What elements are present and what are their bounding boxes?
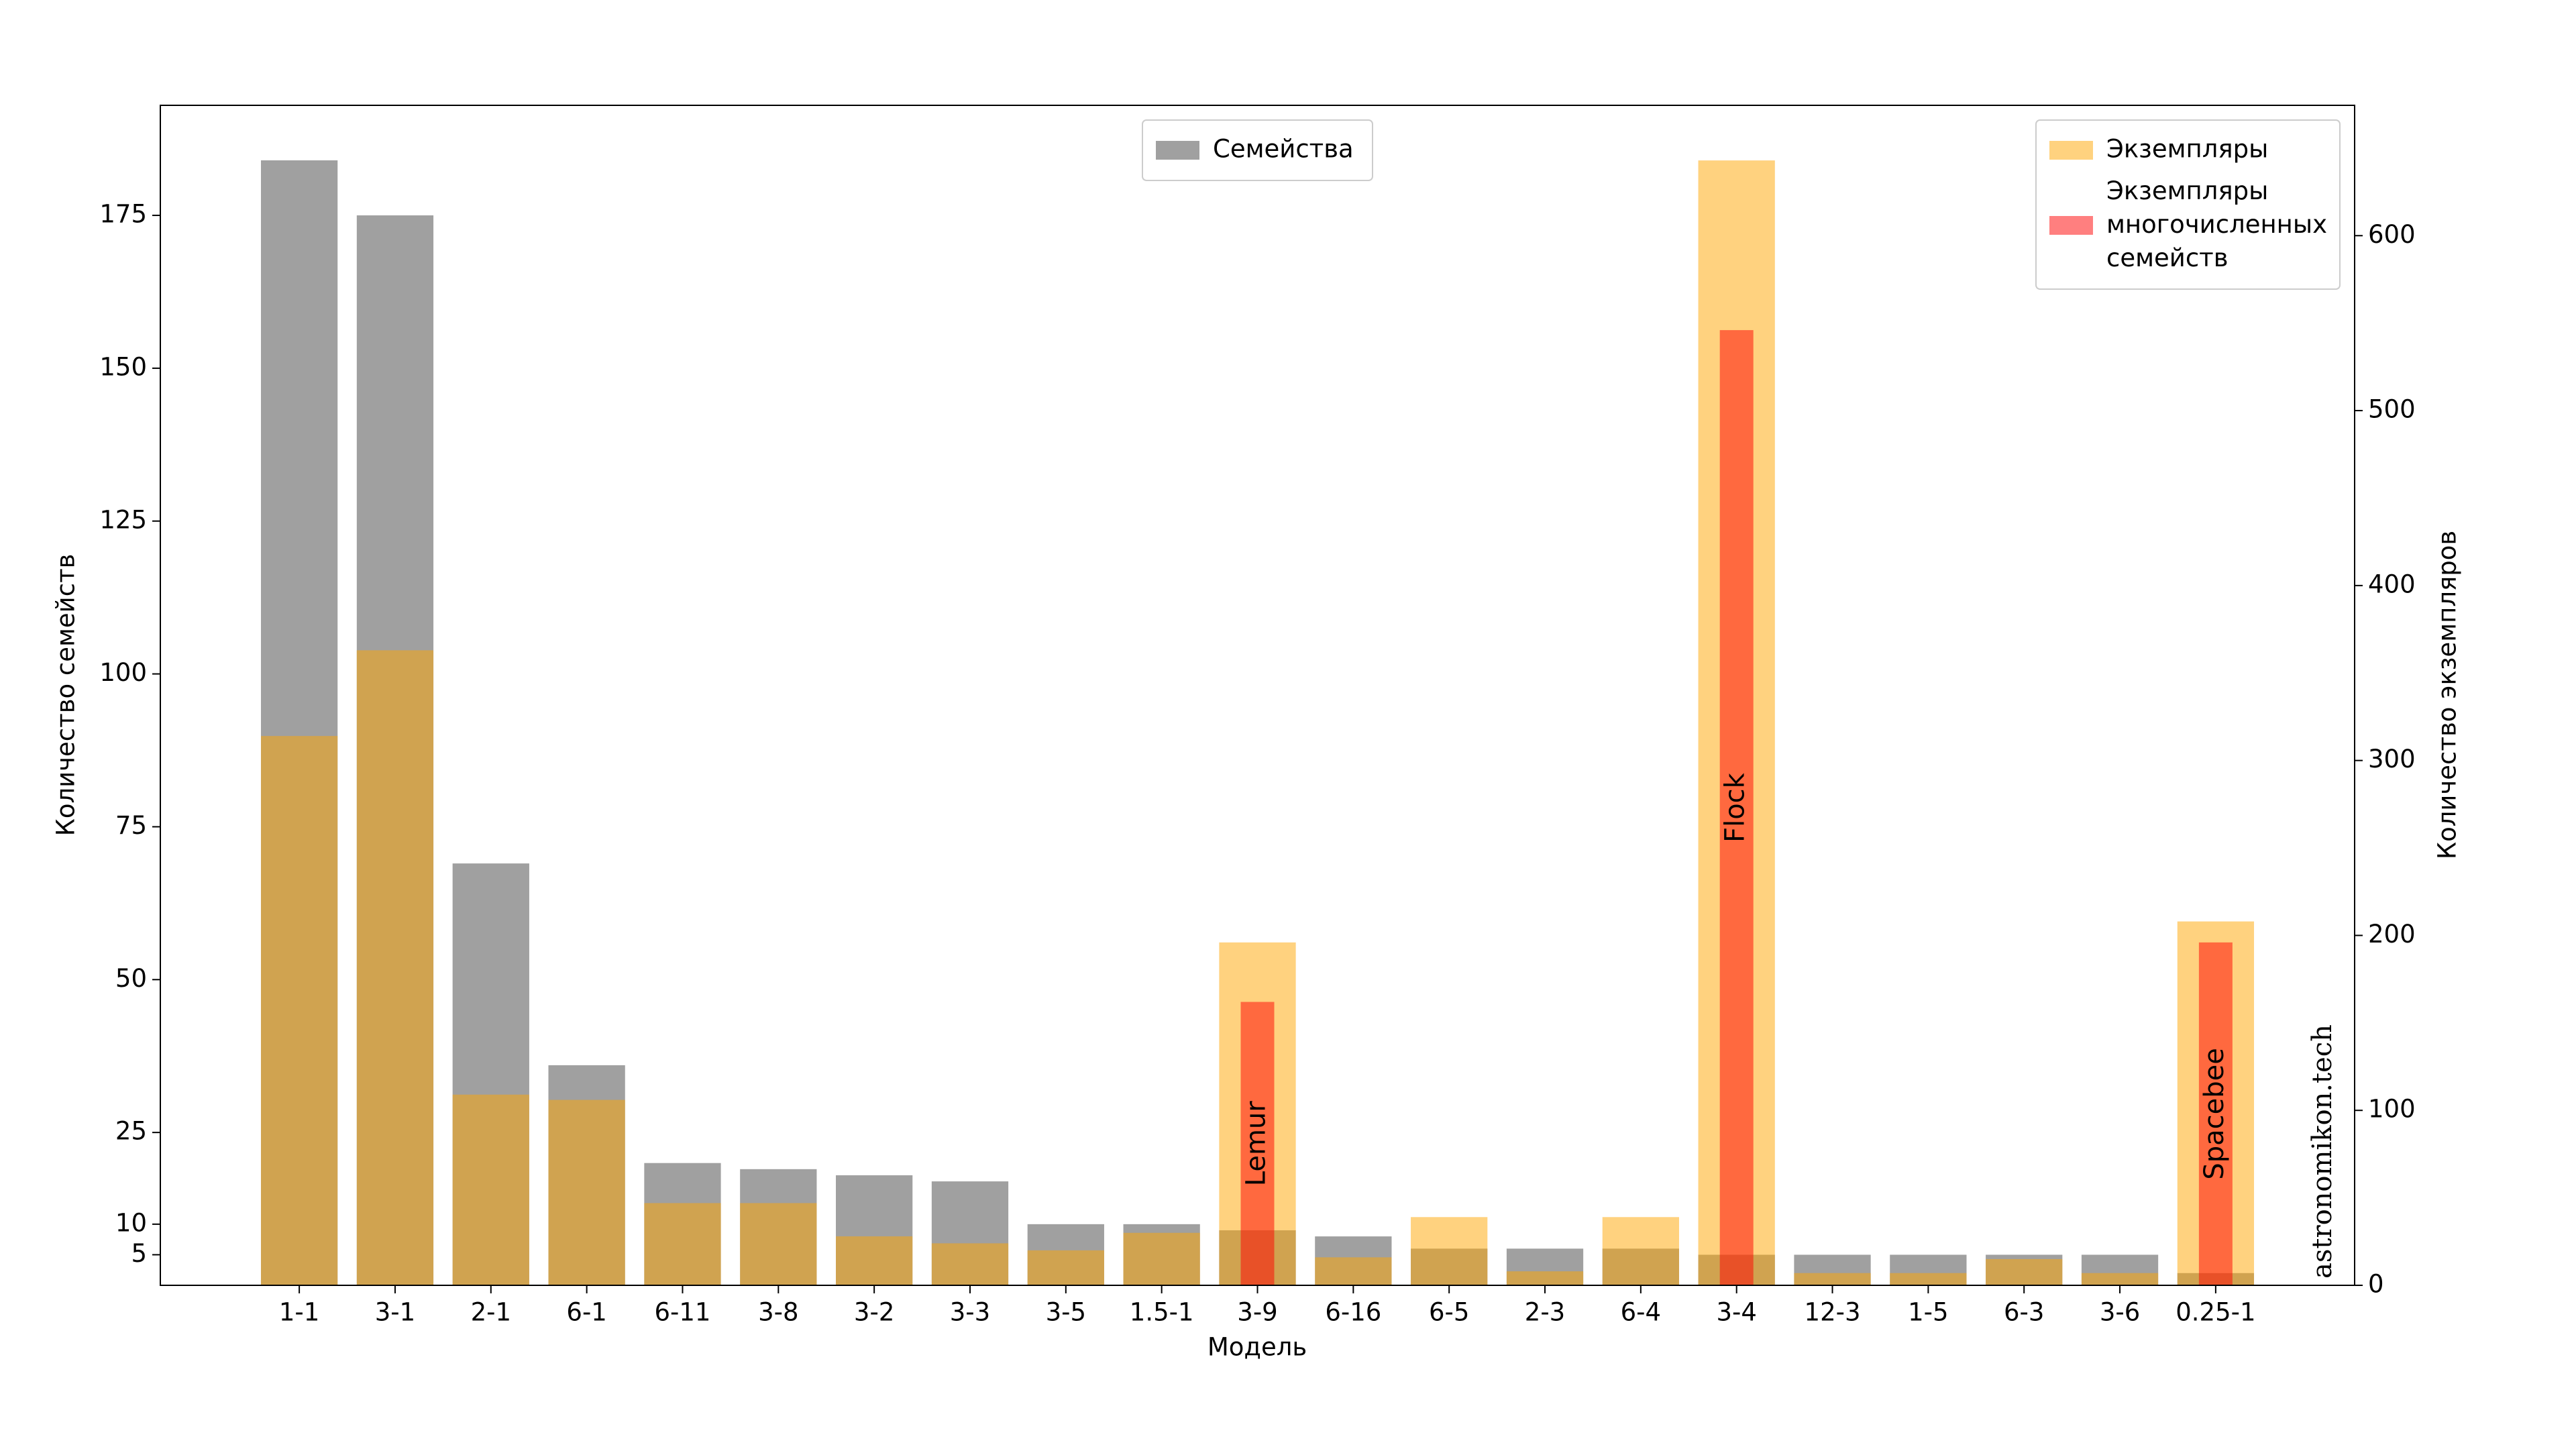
legend-label: Семейства (1213, 135, 1354, 164)
bar (836, 1236, 913, 1285)
y-tick-label: 10 (115, 1208, 147, 1237)
y-tick-label: 75 (115, 811, 147, 840)
x-tick-label: 3-6 (2100, 1298, 2140, 1327)
bar (931, 1243, 1009, 1285)
bar-annotation: Flock (1720, 772, 1751, 843)
legend-frame (1142, 119, 1373, 181)
y2-tick-label: 100 (2368, 1095, 2416, 1124)
bar (1315, 1257, 1392, 1285)
legend-swatch (2049, 141, 2093, 160)
x-tick-label: 0.25-1 (2176, 1298, 2255, 1327)
bar (260, 736, 338, 1285)
y2-tick-label: 400 (2368, 570, 2416, 598)
x-tick-label: 6-5 (1429, 1298, 1469, 1327)
x-tick-label: 3-3 (950, 1298, 990, 1327)
legend-label: Экземпляры многочисленных семейств (2106, 176, 2327, 272)
x-tick-label: 6-4 (1621, 1298, 1661, 1327)
y-tick-label: 25 (115, 1117, 147, 1146)
bar (1890, 1273, 1967, 1285)
y2-tick-label: 0 (2368, 1270, 2384, 1299)
bar (1602, 1217, 1679, 1285)
bar (1506, 1271, 1584, 1285)
x-tick-label: 3-9 (1237, 1298, 1277, 1327)
x-tick-label: 12-3 (1805, 1298, 1861, 1327)
x-axis-label: Модель (1208, 1333, 1307, 1362)
y-tick-label: 175 (99, 200, 147, 229)
plot-frame (160, 105, 2355, 1286)
x-tick-label: 3-5 (1046, 1298, 1086, 1327)
y-tick-label: 5 (131, 1239, 147, 1268)
legend: Семейства (1142, 119, 1373, 181)
bar (1240, 1002, 1275, 1285)
x-tick-label: 3-2 (854, 1298, 894, 1327)
bar (1986, 1258, 2063, 1285)
y2-tick-label: 300 (2368, 745, 2416, 773)
bar (452, 1094, 529, 1285)
y-tick-label: 125 (99, 505, 147, 534)
y2-tick-label: 600 (2368, 220, 2416, 249)
bar (548, 1099, 625, 1285)
legend-frame (2035, 119, 2341, 290)
bar (356, 650, 434, 1285)
watermark: astronomikon.tech (2307, 1024, 2338, 1279)
bar (1794, 1273, 1871, 1285)
y2-axis-label: Количество экземпляров (2433, 531, 2462, 859)
bar (1123, 1232, 1200, 1285)
x-tick-label: 3-4 (1716, 1298, 1756, 1327)
legend-swatch (2049, 216, 2093, 235)
bar (644, 1203, 721, 1285)
x-tick-label: 6-11 (654, 1298, 710, 1327)
x-tick-label: 1.5-1 (1130, 1298, 1194, 1327)
bar (1027, 1250, 1104, 1285)
y-tick-label: 150 (99, 352, 147, 381)
x-tick-label: 6-3 (2004, 1298, 2044, 1327)
legend-swatch (1156, 141, 1199, 160)
legend-label: Экземпляры (2106, 135, 2268, 164)
bar-annotation: Lemur (1241, 1101, 1272, 1187)
y2-tick-label: 500 (2368, 395, 2416, 424)
x-tick-label: 3-1 (375, 1298, 415, 1327)
x-tick-label: 1-1 (279, 1298, 319, 1327)
x-tick-label: 3-8 (758, 1298, 798, 1327)
legend: Экземпляры Экземпляры многочисленных семейс… (2035, 119, 2341, 290)
x-tick-label: 2-3 (1525, 1298, 1565, 1327)
bar-annotation: Spacebee (2199, 1048, 2230, 1180)
x-tick-label: 1-5 (1908, 1298, 1948, 1327)
y-tick-label: 50 (115, 964, 147, 993)
bar (2081, 1273, 2159, 1285)
y2-tick-label: 200 (2368, 920, 2416, 949)
x-tick-label: 2-1 (471, 1298, 511, 1327)
bar (1719, 330, 1754, 1285)
x-tick-label: 6-16 (1325, 1298, 1381, 1327)
x-tick-label: 6-1 (566, 1298, 606, 1327)
bar (2198, 942, 2233, 1285)
bar (740, 1203, 817, 1285)
y-tick-label: 100 (99, 658, 147, 687)
bar (1411, 1217, 1488, 1285)
y-axis-label: Количество семейств (52, 554, 80, 837)
